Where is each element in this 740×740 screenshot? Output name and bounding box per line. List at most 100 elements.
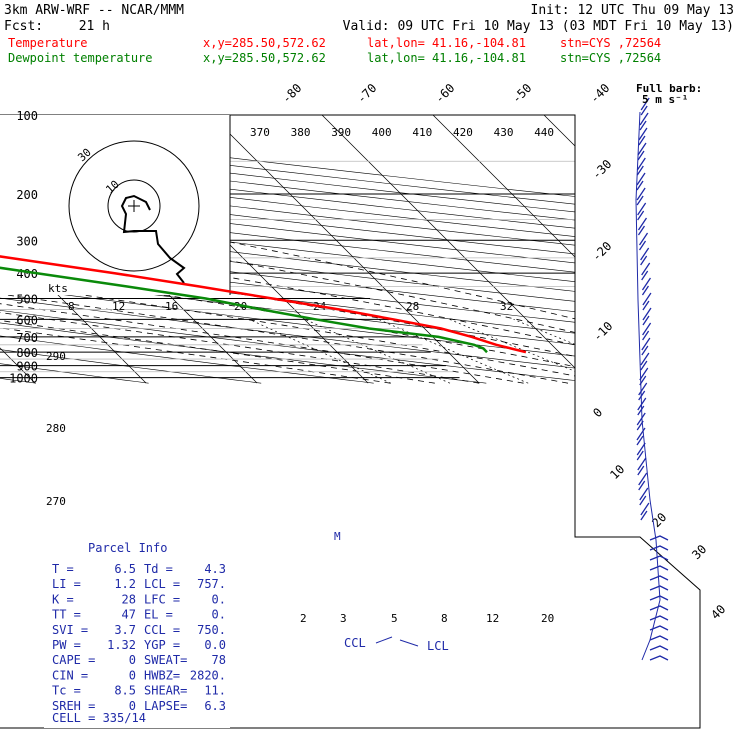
pressure-tick-label: 700 <box>16 331 38 345</box>
temperature-profile-line <box>0 255 527 354</box>
wind-barb <box>639 112 649 131</box>
pressure-tick-label: 500 <box>16 293 38 307</box>
theta-left-tick-label: 290 <box>46 350 66 363</box>
wind-barb <box>649 605 669 611</box>
parcel-info-background <box>44 537 230 728</box>
parcel-value: 8.5 <box>114 684 136 698</box>
parcel-value: 6.5 <box>114 562 136 576</box>
legend-dewpoint-xy: x,y=285.50,572.62 <box>203 51 326 65</box>
wind-barb <box>640 502 650 521</box>
moist-adiabat-line <box>0 196 391 384</box>
isotherm-line <box>309 115 591 384</box>
wind-barb <box>636 412 646 431</box>
mixing-ratio-tick-label: 5 <box>391 612 398 625</box>
mixing-ratio-line <box>249 318 392 384</box>
wind-barb <box>649 645 669 651</box>
dry-adiabat-line <box>0 115 700 384</box>
parcel-key: K = <box>52 592 74 606</box>
wind-barb <box>637 397 647 416</box>
mixing-ratio-tick-label: 8 <box>441 612 448 625</box>
wind-barb <box>640 247 650 266</box>
parcel-key: CIN = <box>52 668 88 682</box>
moist-adiabat-line <box>0 196 480 384</box>
level-annotations: CCL LCL M <box>334 530 449 653</box>
parcel-key: EL = <box>144 608 173 622</box>
temperature-tick-label: -50 <box>509 81 534 106</box>
parcel-value: 2820. <box>190 668 226 682</box>
lcl-label: LCL <box>427 639 449 653</box>
valid-time: Valid: 09 UTC Fri 10 May 13 (03 MDT Fri … <box>343 19 734 34</box>
parcel-key: SVI = <box>52 623 88 637</box>
mixing-ratio-tick-label: 3 <box>340 612 347 625</box>
wind-barb <box>649 635 669 641</box>
theta-tick-label: 430 <box>494 126 514 139</box>
theta-tick-label: 390 <box>331 126 351 139</box>
parcel-key: SHEAR= <box>144 684 187 698</box>
parcel-key: LFC = <box>144 592 180 606</box>
parcel-value: 0.0 <box>204 638 226 652</box>
forecast-label: Fcst: <box>4 19 43 34</box>
wind-barb <box>649 535 669 541</box>
pressure-tick-label: 900 <box>16 360 38 374</box>
temperature-tick-label: 40 <box>708 602 728 622</box>
wind-barb <box>641 262 651 281</box>
hodograph-trace <box>120 194 186 284</box>
parcel-info-rows: T = 6.5 Td = 4.3 LI = 1.2 LCL = 757. K = 28 LFC = 0… <box>52 562 226 713</box>
pressure-tick-label: 100 <box>16 109 38 123</box>
parcel-key: CAPE = <box>52 653 95 667</box>
barb-key-line2: 5 m s⁻¹ <box>642 93 688 106</box>
wind-barb <box>636 427 646 446</box>
mixing-ratio-tick-label: 20 <box>541 612 554 625</box>
theta-tick-label: 400 <box>372 126 392 139</box>
dry-adiabat-line <box>0 115 149 384</box>
parcel-key: LI = <box>52 577 81 591</box>
dry-adiabat-line <box>0 115 487 384</box>
theta-tick-label: 440 <box>534 126 554 139</box>
theta-tick-label: 370 <box>250 126 270 139</box>
parcel-value: 0 <box>129 653 136 667</box>
wind-barb <box>649 555 669 561</box>
wind-barb <box>649 655 669 661</box>
wind-barb <box>636 442 646 461</box>
parcel-key: Tc = <box>52 684 81 698</box>
parcel-value: 750. <box>197 623 226 637</box>
pressure-tick-label: 800 <box>16 346 38 360</box>
dry-adiabat-line <box>0 115 700 384</box>
wind-barb <box>649 595 669 601</box>
barb-staff <box>635 111 661 661</box>
legend-dewpoint-stn: stn=CYS ,72564 <box>560 51 661 65</box>
legend-temperature-xy: x,y=285.50,572.62 <box>203 36 326 50</box>
temperature-tick-label: 30 <box>689 542 709 562</box>
temperature-tick-label: 0 <box>590 405 605 420</box>
hodograph-speed-label: 28 <box>406 300 419 313</box>
wind-barb <box>649 575 669 581</box>
legend-dewpoint: Dewpoint temperature x,y=285.50,572.62 l… <box>8 51 661 65</box>
pressure-tick-label: 300 <box>16 234 38 248</box>
wind-barb <box>649 615 669 621</box>
moist-adiabat-line <box>0 196 435 384</box>
wind-barb <box>636 172 646 191</box>
mixing-ratio-line <box>304 318 451 384</box>
theta-left-tick-label: 270 <box>46 495 66 508</box>
wind-barb <box>640 97 650 116</box>
isotherm-line <box>642 115 700 384</box>
mixing-ratio-tick-label: 2 <box>300 612 307 625</box>
parcel-value: 0 <box>129 668 136 682</box>
dry-adiabat-line <box>0 115 262 384</box>
moist-adiabat-line <box>0 196 613 384</box>
legend-dewpoint-latlon: lat,lon= 41.16,-104.81 <box>367 51 526 65</box>
legend-temperature-name: Temperature <box>8 36 87 50</box>
lcl-pointer <box>399 639 419 647</box>
parcel-key: TT = <box>52 608 81 622</box>
wind-barb <box>636 187 646 206</box>
wind-barb <box>637 457 647 476</box>
parcel-value: 0. <box>212 592 226 606</box>
temperature-tick-label: 10 <box>607 462 627 482</box>
parcel-key: HWBZ= <box>144 668 180 682</box>
wind-barb <box>649 625 669 631</box>
parcel-cell: CELL = 335/14 <box>52 711 146 725</box>
moist-adiabat-line <box>0 196 524 384</box>
wind-barb <box>638 382 648 401</box>
temperature-tick-label: -80 <box>279 81 304 106</box>
dewpoint-profile-line <box>0 266 488 354</box>
